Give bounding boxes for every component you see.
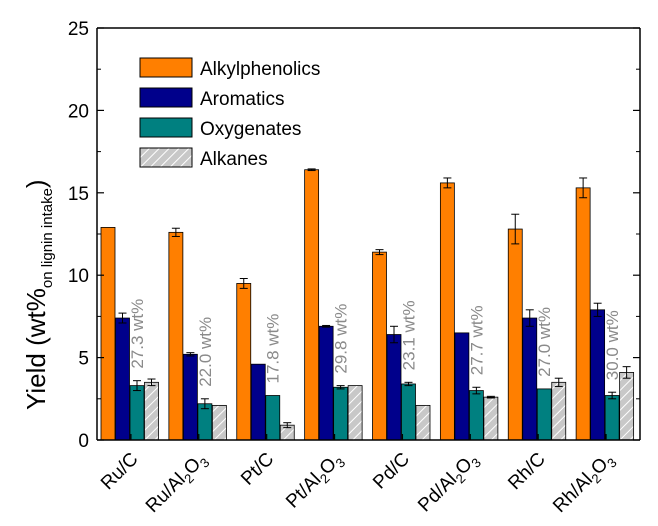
x-tick-label-0: Ru/C xyxy=(97,449,142,494)
y-tick-label: 20 xyxy=(68,101,89,122)
total-label-5: 27.7 wt% xyxy=(467,305,486,375)
y-tick-label: 25 xyxy=(68,19,89,40)
legend-swatch-aromatics xyxy=(139,87,193,108)
total-label-4: 23.1 wt% xyxy=(400,300,419,370)
total-label-6: 27.0 wt% xyxy=(535,307,554,377)
bar-alkanes-3 xyxy=(347,385,363,441)
y-tick-label: 0 xyxy=(78,431,89,452)
bar-alkylphenolics-6 xyxy=(507,228,523,441)
legend-label-alkanes: Alkanes xyxy=(200,149,268,170)
bar-oxygenates-2 xyxy=(265,395,281,441)
totals-layer: 27.3 wt% 22.0 wt% 17.8 wt% 29.8 wt% 23.1 wt%… xyxy=(128,299,622,387)
bar-alkylphenolics-0 xyxy=(100,227,116,441)
bar-alkylphenolics-4 xyxy=(372,251,387,441)
bar-alkanes-1 xyxy=(211,404,227,441)
legend-swatch-oxygenates xyxy=(139,117,193,138)
bar-alkylphenolics-3 xyxy=(304,169,320,441)
y-tick-label: 15 xyxy=(68,184,89,205)
legend-label-alkylphenolics: Alkylphenolics xyxy=(200,59,320,80)
y-tick-label: 10 xyxy=(68,266,89,287)
bar-oxygenates-3 xyxy=(333,386,349,441)
bar-oxygenates-7 xyxy=(604,395,620,441)
x-tick-label-6: Rh/C xyxy=(504,449,549,494)
y-axis-title: Yield (wt%on lignin intake) xyxy=(21,179,56,410)
bar-alkanes-4 xyxy=(415,404,431,441)
bar-alkylphenolics-1 xyxy=(168,231,184,441)
bars-layer xyxy=(100,168,635,441)
y-axis-label: Yield (wt%on lignin intake) xyxy=(21,179,56,410)
bar-alkanes-7 xyxy=(619,372,635,441)
total-label-2: 17.8 wt% xyxy=(264,314,283,384)
bar-alkanes-5 xyxy=(483,396,499,441)
legend-label-oxygenates: Oxygenates xyxy=(200,119,301,140)
legend-swatch-alkylphenolics xyxy=(139,57,193,78)
total-label-1: 22.0 wt% xyxy=(196,317,215,387)
bar-oxygenates-4 xyxy=(401,383,416,441)
legend-swatch-alkanes xyxy=(139,147,193,168)
bar-oxygenates-0 xyxy=(129,385,145,441)
legend: Alkylphenolics Aromatics Oxygenates Alkanes xyxy=(139,57,320,170)
bar-alkanes-6 xyxy=(551,381,567,441)
bar-oxygenates-5 xyxy=(468,390,484,441)
x-tick-label-4: Pd/C xyxy=(369,449,414,494)
x-tick-label-3: Pt/Al2O3 xyxy=(282,449,348,515)
bar-alkanes-0 xyxy=(144,381,159,441)
y-tick-label: 5 xyxy=(78,349,89,370)
bar-alkylphenolics-7 xyxy=(575,187,591,441)
legend-label-aromatics: Aromatics xyxy=(200,89,284,110)
x-tick-label-2: Pt/C xyxy=(237,449,278,490)
bar-alkylphenolics-5 xyxy=(439,182,455,441)
x-tick-label-7: Rh/Al2O3 xyxy=(549,449,620,520)
bar-alkylphenolics-2 xyxy=(236,283,252,441)
x-tick-label-5: Pd/Al2O3 xyxy=(414,449,484,519)
bar-oxygenates-6 xyxy=(536,388,552,441)
total-label-0: 27.3 wt% xyxy=(128,299,147,369)
x-tick-label-1: Ru/Al2O3 xyxy=(142,449,213,520)
total-label-7: 30.0 wt% xyxy=(603,310,622,380)
total-label-3: 29.8 wt% xyxy=(332,304,351,374)
